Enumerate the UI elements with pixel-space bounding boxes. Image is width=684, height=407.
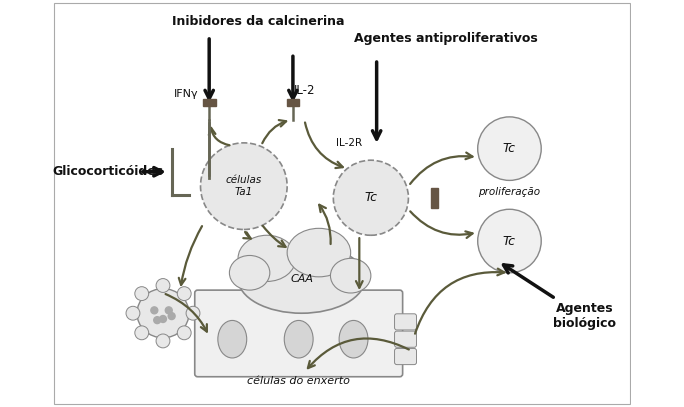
Circle shape	[156, 278, 170, 292]
FancyBboxPatch shape	[195, 290, 403, 377]
Ellipse shape	[287, 228, 351, 277]
Text: Inibidores da calcinerina: Inibidores da calcinerina	[172, 15, 345, 28]
FancyBboxPatch shape	[395, 348, 417, 365]
Circle shape	[126, 306, 140, 320]
Bar	[431, 188, 438, 208]
Ellipse shape	[229, 256, 269, 290]
Text: Agentes antiproliferativos: Agentes antiproliferativos	[354, 33, 538, 46]
Ellipse shape	[137, 289, 189, 338]
Text: células do enxerto: células do enxerto	[247, 376, 350, 386]
Bar	[287, 99, 300, 106]
Circle shape	[156, 334, 170, 348]
Circle shape	[186, 306, 200, 320]
Circle shape	[477, 209, 541, 273]
Ellipse shape	[238, 235, 295, 282]
Text: proliferação: proliferação	[478, 187, 540, 197]
Ellipse shape	[339, 320, 368, 358]
Ellipse shape	[238, 244, 365, 313]
Circle shape	[168, 313, 175, 319]
Text: IFNγ: IFNγ	[174, 89, 198, 99]
Circle shape	[177, 326, 191, 340]
Text: Tc: Tc	[503, 142, 516, 155]
Circle shape	[177, 287, 191, 300]
Text: Tc: Tc	[365, 191, 378, 204]
Circle shape	[151, 307, 158, 314]
Text: IL-2R: IL-2R	[336, 138, 363, 148]
Circle shape	[135, 287, 148, 300]
Text: Tc: Tc	[503, 234, 516, 247]
Bar	[203, 99, 215, 106]
Text: células
Ta1: células Ta1	[226, 175, 262, 197]
Text: IL-2: IL-2	[293, 84, 315, 97]
Ellipse shape	[218, 320, 247, 358]
Circle shape	[159, 315, 166, 322]
Circle shape	[333, 160, 408, 235]
Circle shape	[135, 326, 148, 340]
Circle shape	[200, 143, 287, 230]
FancyBboxPatch shape	[395, 314, 417, 330]
Circle shape	[477, 117, 541, 180]
Text: CAA: CAA	[290, 274, 313, 284]
Circle shape	[154, 317, 161, 324]
Circle shape	[166, 307, 172, 314]
Text: Agentes
biológico: Agentes biológico	[553, 302, 616, 330]
Ellipse shape	[285, 320, 313, 358]
FancyBboxPatch shape	[395, 331, 417, 347]
Text: Glicocorticóides: Glicocorticóides	[53, 165, 163, 178]
Ellipse shape	[330, 258, 371, 293]
